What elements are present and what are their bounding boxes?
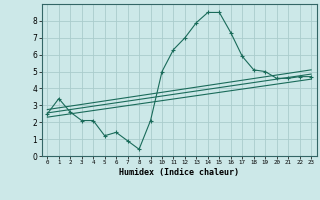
X-axis label: Humidex (Indice chaleur): Humidex (Indice chaleur) — [119, 168, 239, 177]
